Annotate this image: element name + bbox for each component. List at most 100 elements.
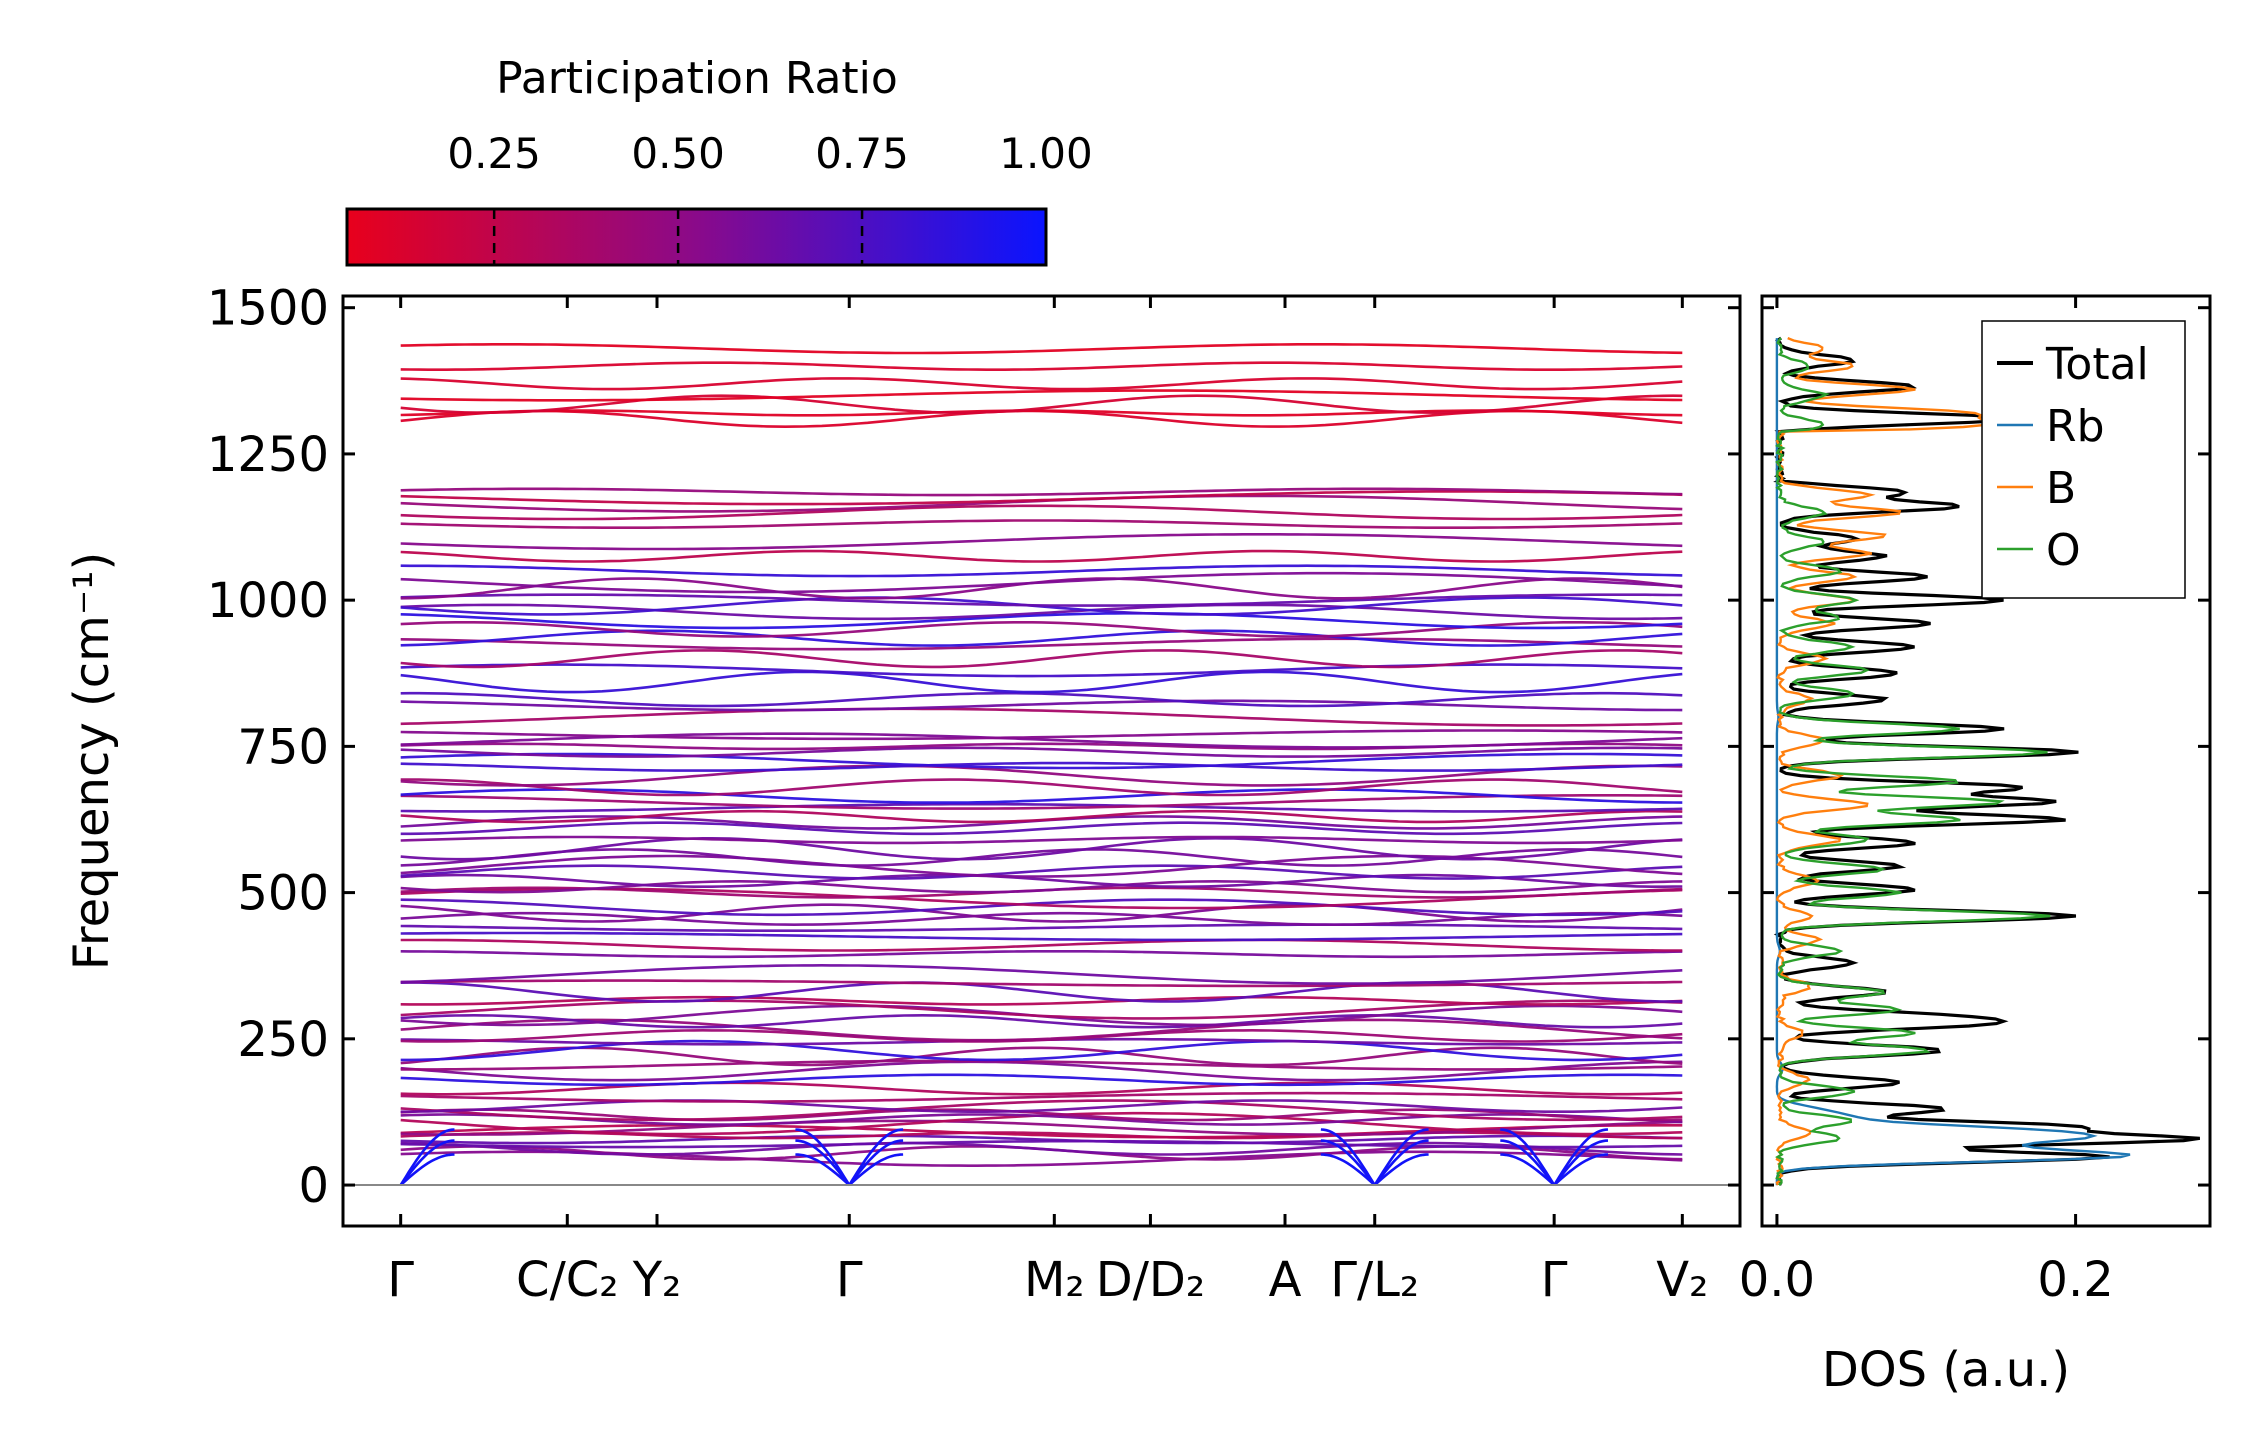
band-line bbox=[400, 494, 1683, 513]
band-line bbox=[400, 637, 1683, 651]
legend-label: O bbox=[2046, 525, 2081, 576]
y-axis-label: Frequency (cm⁻¹) bbox=[64, 552, 120, 970]
band-line bbox=[400, 778, 1683, 797]
band-line bbox=[400, 571, 1683, 594]
acoustic-branch bbox=[848, 1153, 904, 1187]
acoustic-branch bbox=[1500, 1139, 1556, 1186]
band-line bbox=[400, 1099, 1683, 1113]
dos-x-tick-label: 0.2 bbox=[2037, 1252, 2113, 1308]
colorbar-gradient bbox=[345, 207, 1048, 267]
band-line bbox=[400, 794, 1683, 810]
acoustic-branch bbox=[1373, 1128, 1429, 1186]
acoustic-branch bbox=[1320, 1128, 1376, 1186]
dos-series-o bbox=[1774, 337, 2051, 1186]
kpoint-label: Y₂ bbox=[632, 1252, 682, 1308]
band-line bbox=[400, 361, 1683, 371]
band-line bbox=[400, 649, 1683, 669]
band-line bbox=[400, 761, 1683, 772]
band-line bbox=[400, 1139, 1683, 1149]
band-line bbox=[400, 389, 1683, 402]
band-line bbox=[400, 593, 1683, 607]
band-line bbox=[400, 835, 1683, 845]
y-tick-label: 1250 bbox=[207, 427, 329, 483]
band-line bbox=[400, 707, 1683, 727]
band-line bbox=[400, 504, 1683, 521]
kpoint-label: Γ bbox=[1541, 1252, 1568, 1308]
acoustic-branch bbox=[1500, 1128, 1556, 1186]
acoustic-branch bbox=[795, 1153, 851, 1187]
kpoint-label: C/C₂ bbox=[516, 1252, 618, 1308]
band-line bbox=[400, 764, 1683, 787]
band-line bbox=[400, 931, 1683, 942]
y-tick-label: 0 bbox=[298, 1158, 329, 1214]
band-line bbox=[400, 802, 1683, 813]
band-line bbox=[400, 903, 1683, 923]
band-line bbox=[400, 1081, 1683, 1096]
band-line bbox=[400, 1013, 1683, 1029]
band-line bbox=[400, 963, 1683, 985]
dos-x-tick-label: 0.0 bbox=[1739, 1252, 1815, 1308]
dos-panel: 0.0 0.2 DOS (a.u.) Total Rb BO bbox=[1739, 294, 2212, 1398]
band-line bbox=[400, 549, 1683, 563]
acoustic-branch bbox=[1500, 1153, 1556, 1187]
band-line bbox=[400, 533, 1683, 551]
y-tick-label: 750 bbox=[237, 719, 329, 775]
kpoint-label: A bbox=[1269, 1252, 1302, 1308]
band-line bbox=[400, 821, 1683, 836]
band-line bbox=[400, 1039, 1683, 1062]
y-tick-label: 500 bbox=[237, 866, 329, 922]
acoustic-branch bbox=[1320, 1153, 1376, 1187]
band-line bbox=[400, 691, 1683, 708]
band-line bbox=[400, 879, 1683, 894]
colorbar-title: Participation Ratio bbox=[496, 53, 898, 104]
kpoint-label: Γ bbox=[836, 1252, 863, 1308]
acoustic-branch bbox=[848, 1139, 904, 1186]
kpoint-label: V₂ bbox=[1656, 1252, 1708, 1308]
kpoint-label: Γ bbox=[387, 1252, 414, 1308]
kpoint-label: D/D₂ bbox=[1096, 1252, 1205, 1308]
band-line bbox=[400, 564, 1683, 578]
colorbar-tick-label: 0.25 bbox=[447, 129, 541, 178]
acoustic-branch bbox=[1553, 1128, 1609, 1186]
band-line bbox=[400, 923, 1683, 932]
band-line bbox=[400, 836, 1683, 861]
band-line bbox=[400, 979, 1683, 988]
kpoint-label: M₂ bbox=[1024, 1252, 1085, 1308]
band-line bbox=[400, 699, 1683, 712]
dos-axes-frame bbox=[1760, 294, 2212, 1228]
acoustic-branch bbox=[1373, 1139, 1429, 1186]
y-tick-label: 250 bbox=[237, 1012, 329, 1068]
band-line bbox=[400, 1060, 1683, 1082]
band-line bbox=[400, 898, 1683, 917]
band-line bbox=[400, 809, 1683, 824]
band-line bbox=[400, 519, 1683, 529]
band-line bbox=[400, 1073, 1683, 1087]
band-line bbox=[400, 1141, 1683, 1156]
y-tick-label: 1000 bbox=[207, 573, 329, 629]
band-line bbox=[400, 1091, 1683, 1103]
acoustic-branch bbox=[399, 1128, 455, 1186]
acoustic-branch bbox=[1553, 1139, 1609, 1186]
acoustic-branch bbox=[399, 1153, 455, 1187]
acoustic-branch bbox=[1320, 1139, 1376, 1186]
band-line bbox=[400, 1113, 1683, 1126]
band-line bbox=[400, 864, 1683, 880]
legend-label: B bbox=[2046, 463, 2076, 514]
acoustic-branch bbox=[1373, 1153, 1429, 1187]
dos-legend: Total Rb BO bbox=[1981, 320, 2186, 599]
dos-series-rb bbox=[1775, 338, 2131, 1186]
band-line bbox=[400, 854, 1683, 878]
band-line bbox=[400, 938, 1683, 952]
band-axes-frame bbox=[341, 294, 1742, 1228]
colorbar-tick-label: 0.50 bbox=[631, 129, 725, 178]
band-line bbox=[400, 950, 1683, 959]
band-line bbox=[400, 343, 1683, 355]
band-structure-panel: 0 250 500 750 1000 1250 1500 Γ C/C₂ Y₂ Γ M₂ D/D₂ A Γ/… bbox=[64, 281, 1742, 1308]
legend-label: Total bbox=[2045, 339, 2149, 390]
band-line bbox=[400, 490, 1683, 506]
band-line bbox=[400, 629, 1683, 647]
band-line bbox=[400, 487, 1683, 497]
band-line bbox=[400, 873, 1683, 888]
band-line bbox=[400, 409, 1683, 429]
